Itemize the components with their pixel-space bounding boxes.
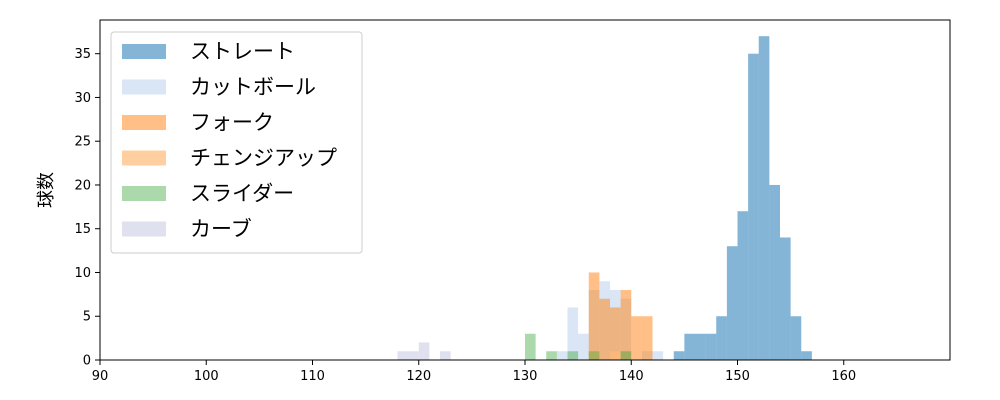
bar-2-1 [599,298,610,360]
legend-swatch-2 [122,115,166,130]
y-tick-label-1: 5 [83,310,91,325]
legend-label-4: スライダー [190,182,294,206]
bar-5-2 [418,342,430,360]
x-tick-label-1: 100 [194,369,219,384]
bar-1-1 [567,307,579,360]
bar-0-3 [705,333,717,360]
legend-swatch-1 [122,79,166,95]
bar-3-1 [610,351,621,360]
legend-label-0: ストレート [190,40,295,64]
bar-layer [397,36,812,360]
bar-0-11 [790,316,802,360]
legend-frame [110,31,363,254]
bar-4-0 [525,333,536,360]
bar-4-3 [588,351,600,360]
legend-label-2: フォーク [190,111,274,135]
bar-0-4 [716,316,727,360]
bar-0-5 [726,246,738,360]
bar-1-8 [652,351,664,360]
bar-0-1 [684,333,695,360]
y-tick-label-3: 15 [74,222,91,237]
bar-0-12 [801,351,812,360]
y-tick-label-4: 20 [74,178,91,193]
bar-4-1 [546,351,557,360]
x-tick-label-7: 160 [831,369,856,384]
x-tick-label-5: 140 [619,369,644,384]
x-tick-label-4: 130 [513,369,538,384]
bar-0-0 [673,351,685,360]
bar-5-1 [408,351,419,360]
bar-2-5 [641,316,653,360]
bar-0-7 [748,53,759,360]
legend-label-3: チェンジアップ [190,146,337,170]
legend-swatch-4 [122,186,166,201]
bar-2-2 [610,307,621,360]
bar-4-4 [620,351,632,360]
y-tick-label-7: 35 [74,47,91,62]
bar-0-8 [758,36,770,360]
bar-0-10 [780,237,791,360]
bar-5-3 [440,351,451,360]
y-axis-title: 球数 [36,172,57,208]
legend-swatch-3 [122,150,166,166]
x-tick-label-6: 150 [725,369,750,384]
bar-4-2 [567,351,579,360]
legend-label-1: カットボール [190,75,316,99]
bar-5-0 [397,351,409,360]
y-tick-label-5: 25 [74,135,91,150]
y-tick-label-0: 0 [83,354,91,369]
bar-1-0 [556,351,568,360]
bar-2-4 [631,316,642,360]
x-tick-label-2: 110 [300,369,325,384]
legend-swatch-0 [122,44,166,59]
bar-3-0 [588,351,600,360]
bar-0-9 [769,184,780,360]
x-tick-label-0: 90 [92,369,109,384]
bar-0-2 [695,333,706,360]
y-tick-label-6: 30 [74,91,91,106]
y-axis: 0 5 10 15 20 25 30 35 [74,47,100,369]
bar-0-6 [737,211,749,360]
bar-2-0 [588,272,600,360]
bar-1-2 [578,333,589,360]
y-tick-label-2: 10 [74,266,91,281]
legend-label-5: カーブ [190,217,252,241]
legend-swatch-5 [122,221,166,237]
x-tick-label-3: 120 [406,369,431,384]
x-axis: 90 100 110 120 130 140 150 160 [92,360,856,384]
bar-2-3 [620,289,632,360]
